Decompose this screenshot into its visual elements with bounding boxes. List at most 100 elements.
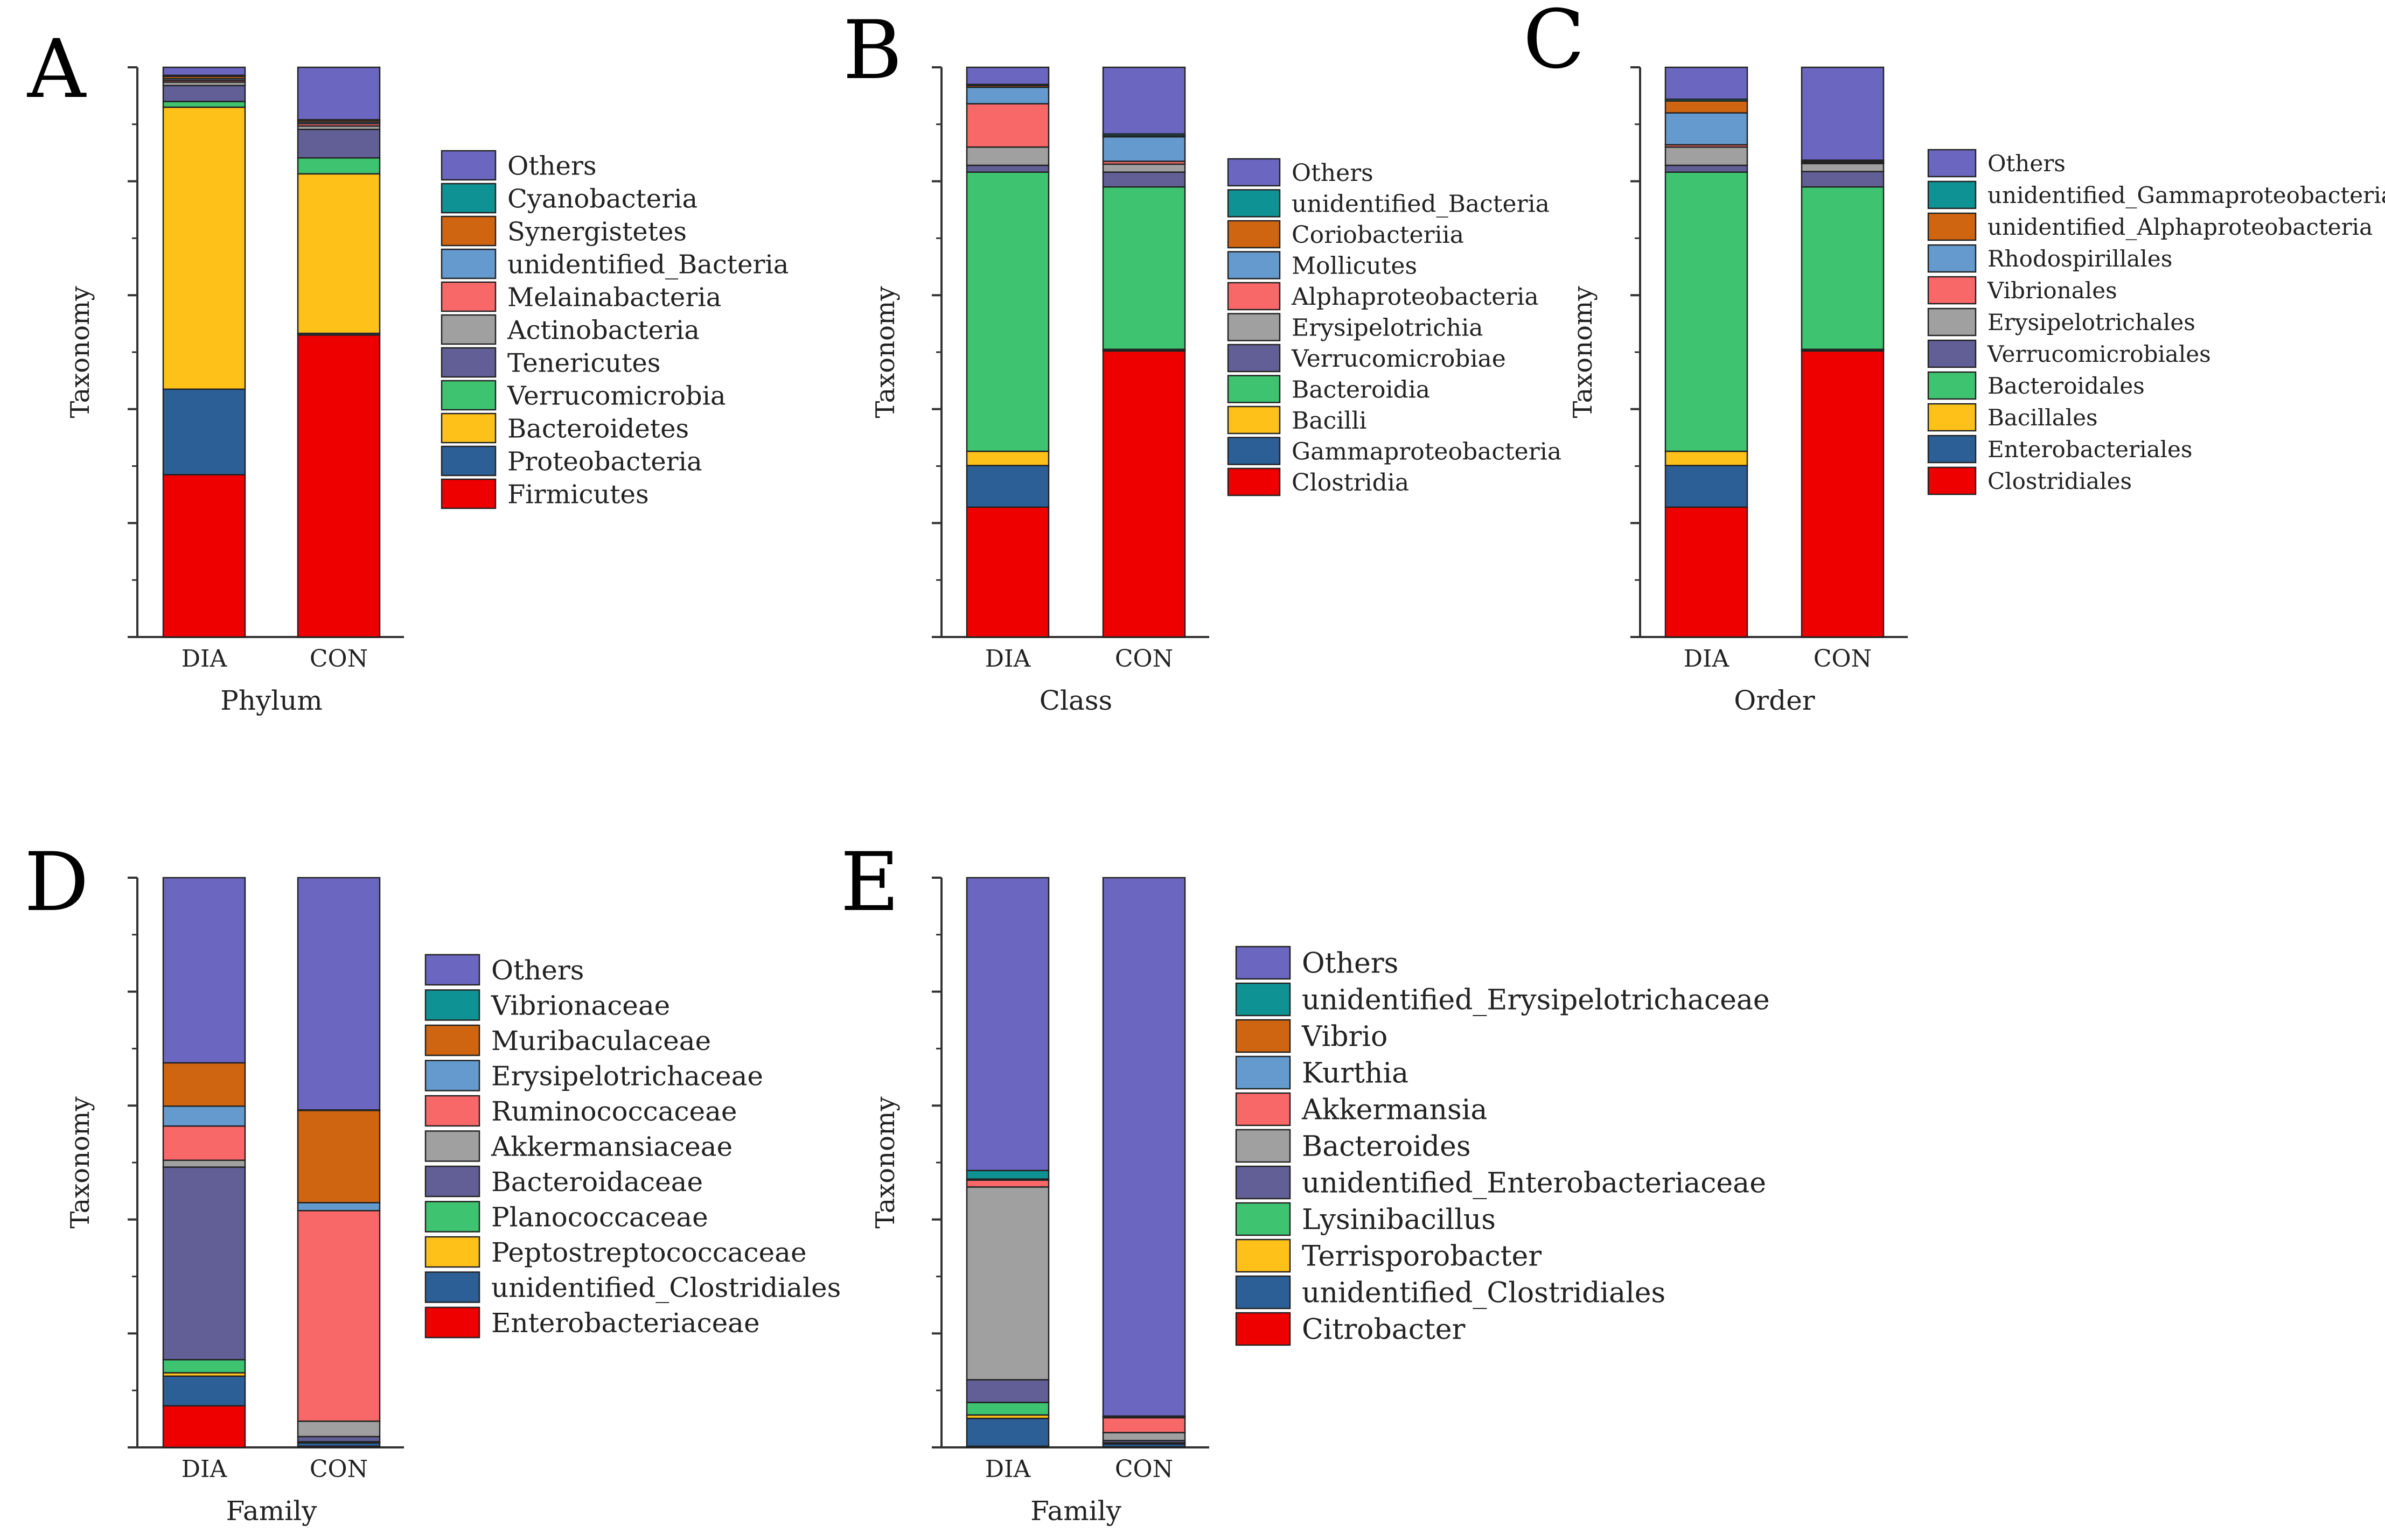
legend-label: Enterobacteriales <box>1987 436 2192 463</box>
bar-segment-dia-enterobacteriales <box>1664 465 1748 508</box>
legend-label: Synergistetes <box>507 216 687 247</box>
bar-segment-dia-others <box>162 877 246 1064</box>
legend-swatch <box>1227 189 1281 218</box>
x-axis-title: Order <box>1734 685 1815 716</box>
legend-label: Muribaculaceae <box>491 1025 711 1056</box>
bar-segment-con-bacteroidia <box>1102 186 1186 350</box>
legend: Others Vibrionaceae Muribaculaceae Erysipel… <box>424 954 841 1339</box>
x-tick-label: CON <box>1115 645 1173 673</box>
bar-segment-con-clostridiales <box>1801 350 1885 638</box>
bar-segment-dia-proteobacteria <box>162 388 246 475</box>
bar-segment-dia-erysipelotrichaceae <box>162 1105 246 1127</box>
legend-label: Vibrionaceae <box>491 990 670 1021</box>
bar-segment-dia-unidentified-clostridiales <box>162 1375 246 1407</box>
bar-segment-con-bacteroides <box>1102 1432 1186 1441</box>
bar-segment-dia-verrucomicrobia <box>162 101 246 108</box>
bar-segment-dia-bacilli <box>966 450 1050 466</box>
bar-segment-dia-unidentified-erysipelotrichaceae <box>966 1170 1050 1180</box>
bar-segment-con-others <box>1801 66 1885 161</box>
legend-label: unidentified_Bacteria <box>507 249 789 279</box>
y-axis-label: Taxonomy <box>870 1096 901 1228</box>
bar-segment-dia-ruminococcaceae <box>162 1125 246 1161</box>
legend-swatch <box>424 1130 480 1162</box>
legend-swatch <box>1235 1092 1291 1126</box>
panel-letter: C <box>1523 0 1585 87</box>
bar-segment-con-verrucomicrobiales <box>1801 171 1885 188</box>
legend-label: Enterobacteriaceae <box>491 1307 760 1339</box>
legend-label: Others <box>1302 948 1398 980</box>
legend-swatch <box>424 954 480 986</box>
bar-segment-dia-tenericutes <box>162 85 246 102</box>
legend-swatch <box>1927 339 1977 368</box>
bar-segment-con-verrucomicrobia <box>297 157 381 175</box>
bar-segment-con-akkermansia <box>1102 1417 1186 1433</box>
legend-label: Melainabacteria <box>507 282 721 312</box>
legend-swatch <box>1227 251 1281 279</box>
legend-swatch <box>441 281 497 312</box>
y-axis-label: Taxonomy <box>870 286 901 418</box>
legend-label: Verrucomicrobia <box>507 381 726 411</box>
bar-segment-dia-planococcaceae <box>162 1359 246 1374</box>
legend-label: unidentified_Bacteria <box>1292 190 1550 218</box>
legend-label: Bacteroidales <box>1987 373 2145 399</box>
legend-swatch <box>424 1165 480 1198</box>
legend-label: Actinobacteria <box>507 315 700 345</box>
legend-label: Rhodospirillales <box>1987 246 2172 272</box>
legend-swatch <box>1927 244 1977 273</box>
legend-swatch <box>1227 405 1281 435</box>
legend-swatch <box>424 1306 480 1339</box>
legend-swatch <box>424 1271 480 1303</box>
legend-label: Clostridiales <box>1987 468 2132 494</box>
chart-panel-a: A Taxonomy DIA CON Phylum OthersCyanobacteria… <box>27 23 789 716</box>
legend-swatch <box>1235 1275 1291 1310</box>
bar-segment-con-akkermansiaceae <box>297 1420 381 1438</box>
legend-label: Proteobacteria <box>507 446 702 477</box>
legend-swatch <box>1927 276 1977 305</box>
legend: Others unidentified_Erysipelotrichaceae Vi… <box>1235 946 1770 1346</box>
y-axis-label: Taxonomy <box>65 286 95 418</box>
legend-label: Bacilli <box>1292 407 1367 435</box>
bar-segment-con-others <box>297 877 381 1111</box>
bar-segment-con-clostridia <box>1102 350 1186 638</box>
bar-segment-dia-firmicutes <box>162 474 246 638</box>
legend-label: Erysipelotrichales <box>1987 309 2195 335</box>
legend-swatch <box>1227 313 1281 341</box>
bar-segment-dia-unidentified-enterobacteriaceae <box>966 1379 1050 1403</box>
legend-label: unidentified_Enterobacteriaceae <box>1302 1167 1766 1200</box>
legend-label: Erysipelotrichaceae <box>491 1061 763 1092</box>
bar-segment-dia-others <box>1664 66 1748 100</box>
x-tick-label: CON <box>310 1455 368 1483</box>
bar-segment-con-ruminococcaceae <box>297 1210 381 1422</box>
bar-segment-con-others <box>1102 877 1186 1417</box>
bar-segment-dia-verrucomicrobiae <box>966 164 1050 173</box>
bar-segment-dia-others <box>966 66 1050 85</box>
bar-segment-con-verrucomicrobiae <box>1102 171 1186 188</box>
legend-label: Verrucomicrobiae <box>1291 345 1506 373</box>
panel-letter: B <box>843 4 902 97</box>
bar-segment-dia-alphaproteobacteria <box>966 103 1050 148</box>
legend-label: Bacteroidetes <box>507 414 689 444</box>
legend-swatch <box>1235 1202 1291 1236</box>
bar-segment-dia-clostridia <box>966 506 1050 638</box>
legend-label: Lysinibacillus <box>1302 1204 1496 1236</box>
bar-segment-dia-rhodospirillales <box>1664 112 1748 146</box>
legend-swatch <box>441 380 497 411</box>
bar-segment-dia-unidentified-alphaproteobacteria <box>1664 100 1748 114</box>
bar-segment-con-mollicutes <box>1102 136 1186 162</box>
legend-label: unidentified_Gammaproteobacteria <box>1987 182 2385 208</box>
legend-swatch <box>1927 435 1977 464</box>
bar-segment-dia-akkermansia <box>966 1179 1050 1188</box>
legend-label: Bacteroidaceae <box>491 1166 703 1198</box>
bar-segment-dia-bacillales <box>1664 450 1748 466</box>
legend-label: Terrisporobacter <box>1302 1241 1542 1273</box>
x-axis-title: Phylum <box>220 685 323 716</box>
legend: Others unidentified_Gammaproteobacteriaun… <box>1927 149 2385 495</box>
x-tick-label: DIA <box>985 645 1031 673</box>
x-tick-label: DIA <box>182 1455 228 1483</box>
legend-swatch <box>424 1060 480 1091</box>
legend-label: Others <box>507 151 597 181</box>
legend-swatch <box>1227 467 1281 496</box>
legend-swatch <box>1235 1055 1291 1090</box>
legend-label: Vibrionales <box>1987 277 2117 304</box>
